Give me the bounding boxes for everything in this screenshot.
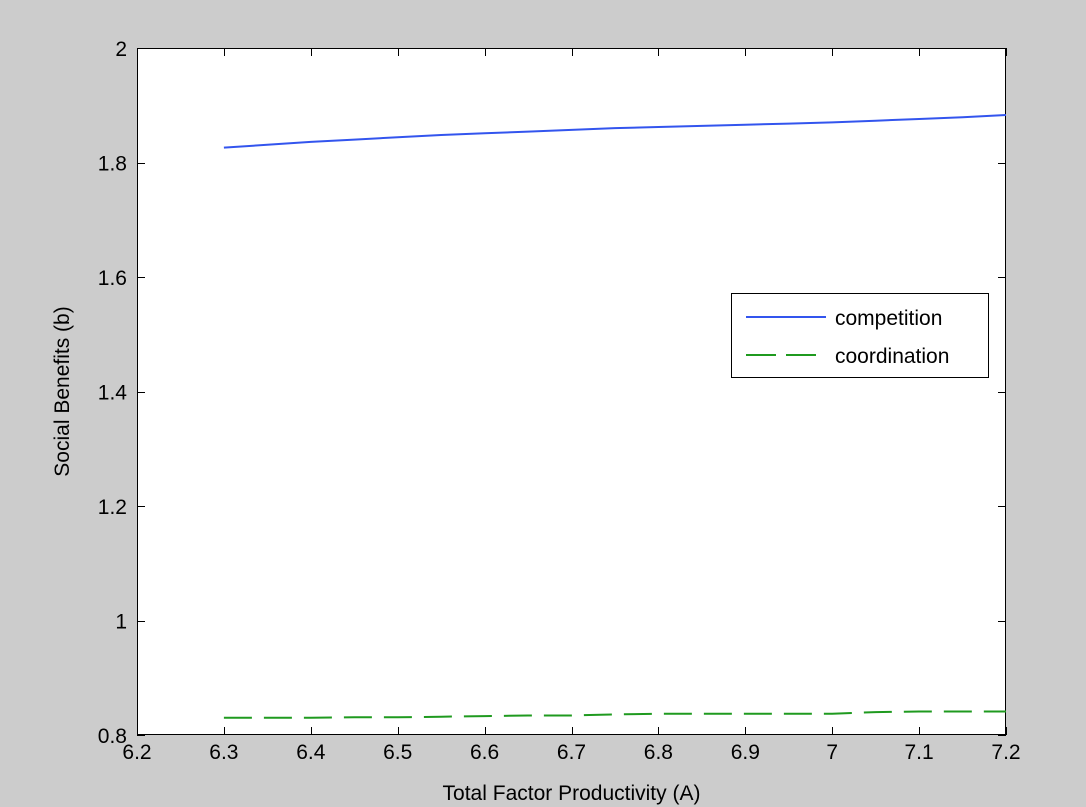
y-tick-label: 1.2	[98, 496, 127, 519]
x-tick-label: 6.8	[644, 741, 673, 764]
x-tick-label: 6.5	[383, 741, 412, 764]
x-tick-label: 6.7	[557, 741, 586, 764]
x-tick-label: 6.6	[470, 741, 499, 764]
series-line-coordination	[223, 710, 1006, 719]
plot-background	[137, 48, 1006, 735]
y-tick-label: 1.8	[98, 153, 127, 176]
x-tick-label: 7.2	[991, 741, 1020, 764]
y-axis-label: Social Benefits (b)	[51, 306, 74, 476]
y-tick-label: 1.4	[98, 382, 128, 405]
plot-area	[137, 48, 1006, 735]
x-tick-label: 7	[826, 741, 838, 764]
series-line-competition	[223, 114, 1007, 149]
x-tick-label: 6.4	[296, 741, 326, 764]
x-tick-label: 6.2	[122, 741, 151, 764]
y-tick-label: 1	[115, 611, 127, 634]
legend-label-coordination: coordination	[835, 345, 949, 368]
y-tick-label: 0.8	[98, 725, 127, 748]
x-tick-label: 7.1	[904, 741, 933, 764]
axis-labels: Total Factor Productivity (A) Social Bene…	[51, 306, 700, 805]
axis-ticks: 6.2 6.3 6.4 6.5 6.6 6.7 6.8 6.9 7 7.1 7.2 0.8 1 1.2 1.…	[98, 38, 1021, 764]
plot-frame	[137, 48, 1006, 735]
legend-box	[731, 293, 989, 378]
y-tick-label: 2	[115, 38, 127, 61]
series-lines	[223, 114, 1007, 719]
x-tick-label: 6.3	[209, 741, 238, 764]
y-tick-label: 1.6	[98, 267, 127, 290]
legend: competition coordination	[731, 293, 989, 378]
legend-label-competition: competition	[835, 307, 942, 330]
x-tick-label: 6.9	[731, 741, 760, 764]
x-axis-label: Total Factor Productivity (A)	[443, 782, 701, 805]
